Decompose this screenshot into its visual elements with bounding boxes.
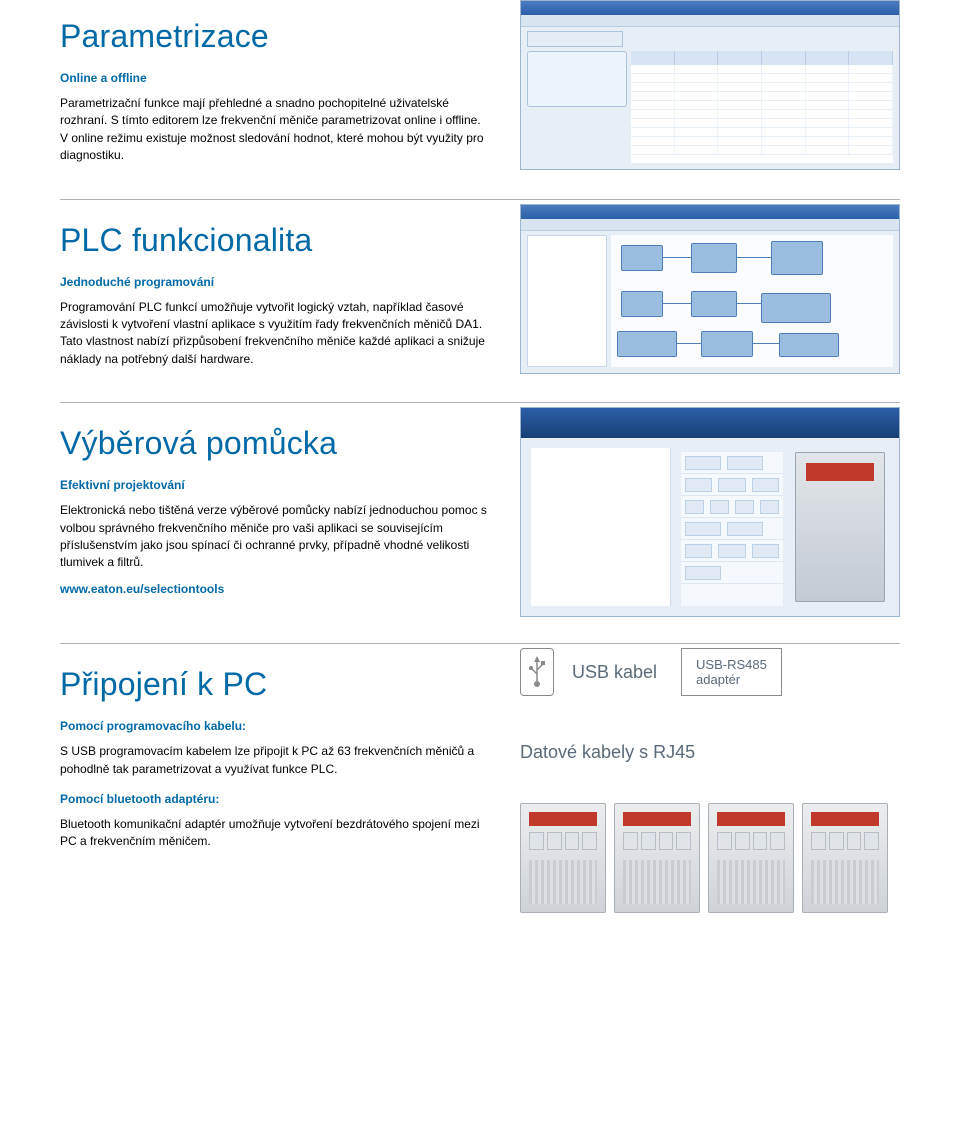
vyber-body: Elektronická nebo tištěná verze výběrové…: [60, 502, 490, 572]
section-pripojeni: Připojení k PC Pomocí programovacího kab…: [60, 648, 900, 913]
rj45-label: Datové kabely s RJ45: [520, 742, 695, 762]
device-row: [520, 803, 900, 913]
pripojeni-body1: S USB programovacím kabelem lze připojit…: [60, 743, 490, 778]
drive-device: [614, 803, 700, 913]
plc-editor-screenshot: [520, 204, 900, 374]
vyber-heading: Výběrová pomůcka: [60, 425, 490, 462]
plc-body: Programování PLC funkcí umožňuje vytvoři…: [60, 299, 490, 369]
drive-device: [708, 803, 794, 913]
pripojeni-text: Připojení k PC Pomocí programovacího kab…: [60, 648, 490, 913]
parametrizace-body: Parametrizační funkce mají přehledné a s…: [60, 95, 490, 165]
pripojeni-sub2: Pomocí bluetooth adaptéru:: [60, 792, 490, 806]
selection-tool-screenshot: [520, 407, 900, 617]
parametrizace-text: Parametrizace Online a offline Parametri…: [60, 0, 490, 173]
usb-label: USB kabel: [572, 662, 657, 683]
adapter-line2: adaptér: [696, 672, 767, 687]
plc-screenshot: [520, 204, 900, 374]
pripojeni-sub1: Pomocí programovacího kabelu:: [60, 719, 490, 733]
plc-heading: PLC funkcionalita: [60, 222, 490, 259]
adapter-line1: USB-RS485: [696, 657, 767, 672]
section-plc: PLC funkcionalita Jednoduché programován…: [60, 204, 900, 377]
separator: [60, 199, 900, 200]
plc-text: PLC funkcionalita Jednoduché programován…: [60, 204, 490, 377]
adapter-box: USB-RS485 adaptér: [681, 648, 782, 696]
usb-icon: [520, 648, 554, 696]
parametrizace-subheading: Online a offline: [60, 71, 490, 85]
vyber-subheading: Efektivní projektování: [60, 478, 490, 492]
pripojeni-heading: Připojení k PC: [60, 666, 490, 703]
usb-block: USB kabel: [520, 648, 657, 696]
pripojeni-diagram: USB kabel USB-RS485 adaptér Datové kabel…: [520, 648, 900, 913]
drive-device: [520, 803, 606, 913]
parametrizace-screenshot: [520, 0, 900, 170]
parameter-editor-screenshot: [520, 0, 900, 170]
vyber-text: Výběrová pomůcka Efektivní projektování …: [60, 407, 490, 598]
pripojeni-body2: Bluetooth komunikační adaptér umožňuje v…: [60, 816, 490, 851]
drive-device: [802, 803, 888, 913]
vyber-screenshot: [520, 407, 900, 617]
separator: [60, 643, 900, 644]
separator: [60, 402, 900, 403]
plc-subheading: Jednoduché programování: [60, 275, 490, 289]
parametrizace-heading: Parametrizace: [60, 18, 490, 55]
section-parametrizace: Parametrizace Online a offline Parametri…: [60, 0, 900, 173]
section-vyber: Výběrová pomůcka Efektivní projektování …: [60, 407, 900, 617]
selection-tools-link[interactable]: www.eaton.eu/selectiontools: [60, 582, 224, 596]
